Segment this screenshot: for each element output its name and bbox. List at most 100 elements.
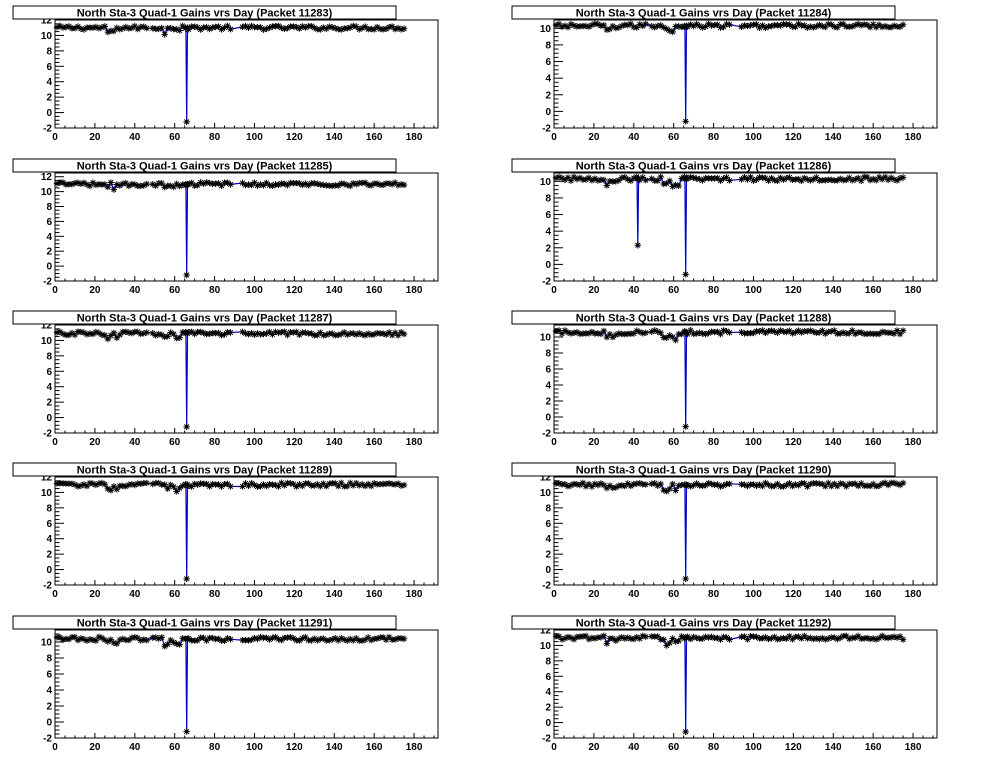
data-point <box>759 327 766 334</box>
data-point <box>660 24 667 31</box>
data-point <box>110 27 118 35</box>
data-point <box>834 482 841 490</box>
data-point <box>855 20 862 28</box>
data-point <box>899 327 907 334</box>
data-point <box>302 180 309 187</box>
data-point <box>379 634 387 641</box>
data-point <box>801 22 808 29</box>
data-point <box>391 179 399 186</box>
data-point <box>350 482 357 489</box>
data-point <box>257 24 264 31</box>
x-tick-label: 180 <box>406 285 423 296</box>
data-point <box>696 175 703 183</box>
data-point <box>804 328 811 335</box>
y-tick-label: 10 <box>540 333 552 344</box>
data-point <box>227 329 234 336</box>
data-point <box>807 327 814 334</box>
data-point <box>221 637 228 644</box>
data-point <box>373 180 381 187</box>
data-point <box>170 483 177 490</box>
data-point <box>361 179 369 186</box>
data-point <box>831 327 838 334</box>
data-point <box>302 24 309 31</box>
data-point <box>86 636 94 643</box>
data-point <box>275 22 282 30</box>
data-point <box>896 330 904 338</box>
data-point <box>317 26 324 33</box>
data-point <box>890 22 898 29</box>
data-point <box>780 634 787 642</box>
data-point <box>388 181 396 188</box>
data-point <box>188 328 195 335</box>
data-point <box>272 328 279 336</box>
data-point <box>113 486 121 493</box>
data-point <box>242 480 249 487</box>
data-point <box>654 22 661 30</box>
data-point <box>173 640 180 647</box>
data-point <box>857 22 865 29</box>
data-point <box>77 25 85 32</box>
data-point <box>344 483 351 490</box>
data-point <box>714 21 721 28</box>
data-point <box>194 481 201 488</box>
data-point <box>278 329 285 336</box>
data-point <box>314 481 321 488</box>
data-point <box>224 22 231 30</box>
data-point <box>242 22 249 30</box>
x-tick-label: 40 <box>628 132 640 143</box>
data-point <box>104 638 112 645</box>
data-point <box>579 479 587 487</box>
data-point <box>866 635 874 643</box>
data-point <box>741 633 748 640</box>
data-point <box>347 479 354 487</box>
data-point <box>887 24 895 31</box>
data-point <box>555 480 563 487</box>
data-point <box>164 485 171 492</box>
data-point <box>382 25 390 33</box>
title-box <box>511 158 896 173</box>
y-tick-label: 2 <box>46 398 52 409</box>
data-point <box>831 480 838 487</box>
data-point <box>690 633 697 641</box>
data-point <box>296 637 303 644</box>
data-point <box>582 176 590 183</box>
y-tick-label: 2 <box>545 550 551 561</box>
data-point <box>194 24 201 31</box>
data-point <box>872 636 880 643</box>
data-point <box>828 21 835 28</box>
data-point <box>636 635 643 642</box>
plot-frame <box>553 629 938 739</box>
data-point <box>747 22 754 29</box>
data-point <box>140 330 147 337</box>
data-point <box>621 482 629 490</box>
data-point <box>254 182 261 189</box>
data-point <box>612 331 620 339</box>
data-point <box>878 176 886 183</box>
data-point <box>771 328 778 335</box>
x-tick-label: 40 <box>628 742 640 753</box>
data-point <box>269 331 276 338</box>
data-point <box>591 175 599 182</box>
data-point <box>702 330 709 338</box>
x-tick-label: 120 <box>785 285 802 296</box>
data-point <box>807 177 814 184</box>
x-tick-label: 160 <box>366 437 383 448</box>
data-point <box>215 635 222 643</box>
data-point <box>699 635 706 642</box>
data-point <box>167 636 174 644</box>
data-point <box>335 482 342 490</box>
data-point <box>804 635 811 642</box>
data-point <box>92 481 100 489</box>
chart-title-text: North Sta-3 Quad-1 Gains vrs Day (Packet… <box>77 313 333 325</box>
data-point <box>197 179 204 186</box>
data-point <box>215 329 222 337</box>
data-point <box>140 636 147 643</box>
data-point <box>654 328 661 335</box>
y-tick-label: -2 <box>542 734 551 745</box>
data-point <box>682 271 689 278</box>
data-point <box>567 634 575 641</box>
data-point <box>714 174 721 182</box>
data-point <box>188 483 195 490</box>
data-point <box>789 636 796 643</box>
